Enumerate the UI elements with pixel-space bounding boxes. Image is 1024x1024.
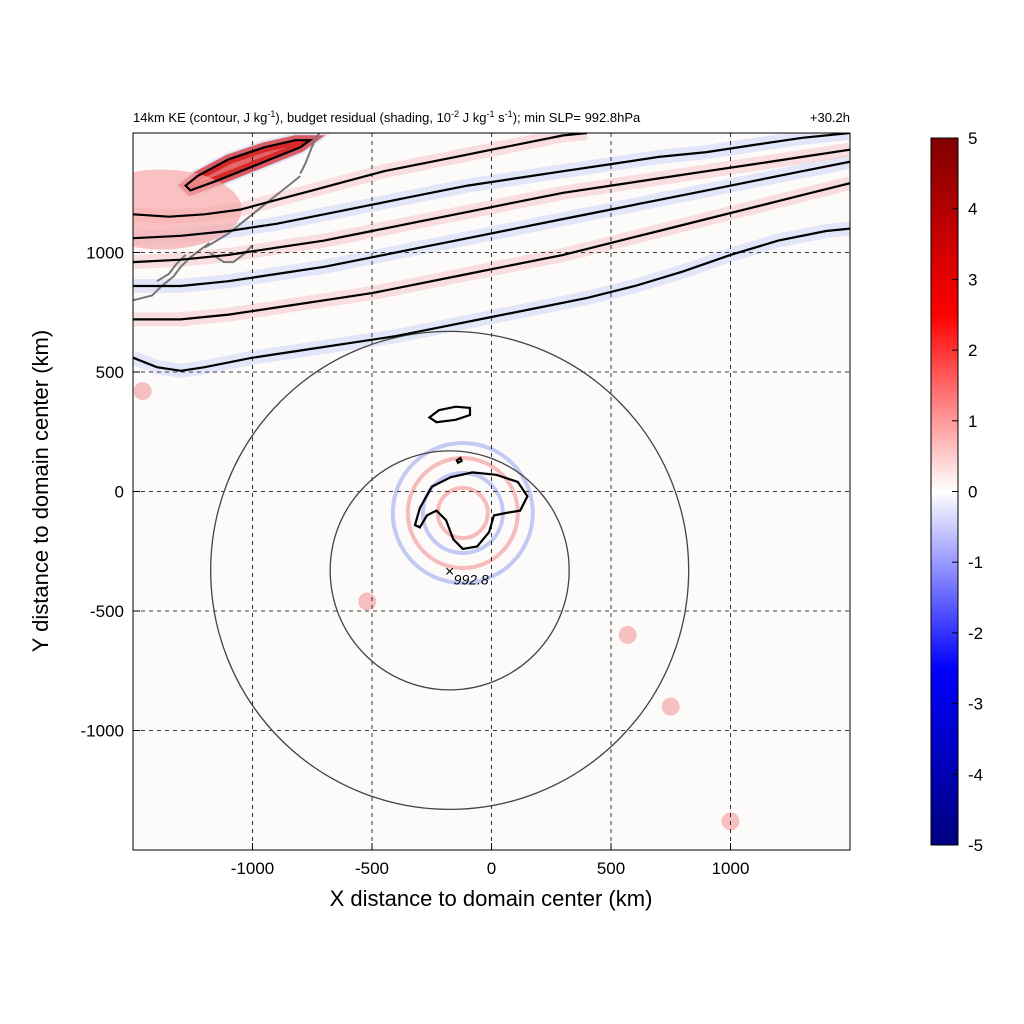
ke-contour bbox=[133, 227, 850, 372]
ke-contour bbox=[133, 160, 850, 288]
shading-ring bbox=[405, 456, 520, 571]
range-circles bbox=[210, 330, 690, 811]
shading-spot bbox=[358, 592, 377, 611]
ke-contour bbox=[133, 133, 850, 240]
y-tick-label: 500 bbox=[96, 363, 124, 382]
colorbar-tick-label: -2 bbox=[968, 624, 983, 643]
ke-contour bbox=[455, 456, 463, 465]
ke-contour bbox=[133, 148, 850, 264]
colorbar-tick-label: 5 bbox=[968, 129, 977, 148]
plot-area bbox=[133, 133, 850, 850]
colorbar-ticks: 5 4 3 2 1 0 -1 -2 -3 -4 -5 bbox=[952, 129, 983, 855]
ke-contour bbox=[133, 133, 588, 218]
colorbar-tick-label: -1 bbox=[968, 553, 983, 572]
y-tick-label: 1000 bbox=[86, 244, 124, 263]
colorbar-tick-label: 0 bbox=[968, 483, 977, 502]
x-tick-label: 1000 bbox=[712, 859, 750, 878]
shading-spot bbox=[618, 625, 637, 644]
y-axis-ticks: 1000 500 0 -500 -1000 bbox=[81, 244, 140, 741]
time-label: +30.2h bbox=[810, 110, 850, 125]
coastline-segment bbox=[299, 133, 321, 175]
colorbar-tick-label: 4 bbox=[968, 200, 977, 219]
colorbar-tick-label: 2 bbox=[968, 341, 977, 360]
min-slp-label: 992.8 bbox=[454, 571, 489, 587]
ke-contour bbox=[427, 405, 472, 424]
y-axis-label: Y distance to domain center (km) bbox=[28, 330, 53, 652]
y-tick-label: 0 bbox=[115, 483, 124, 502]
y-tick-label: -500 bbox=[90, 602, 124, 621]
x-tick-label: -500 bbox=[355, 859, 389, 878]
x-axis-ticks: -1000 -500 0 500 1000 bbox=[231, 843, 750, 878]
colorbar-tick-label: 3 bbox=[968, 270, 977, 289]
x-tick-label: 500 bbox=[597, 859, 625, 878]
shading-spot bbox=[133, 382, 152, 401]
colorbar-tick-label: -5 bbox=[968, 836, 983, 855]
colorbar-tick-label: -3 bbox=[968, 695, 983, 714]
coastline-segment bbox=[133, 242, 211, 302]
ke-contour bbox=[413, 471, 529, 551]
range-circle bbox=[329, 450, 570, 691]
x-axis-label: X distance to domain center (km) bbox=[330, 886, 653, 911]
range-circle bbox=[210, 330, 690, 811]
storm-center-marker: × bbox=[445, 563, 454, 580]
storm-center: × 992.8 bbox=[445, 563, 489, 587]
x-tick-label: -1000 bbox=[231, 859, 274, 878]
shading-patch bbox=[133, 169, 242, 250]
y-tick-label: -1000 bbox=[81, 722, 124, 741]
ke-contours bbox=[133, 133, 850, 551]
colorbar-tick-label: 1 bbox=[968, 412, 977, 431]
colorbar-tick-label: -4 bbox=[968, 765, 983, 784]
shading-spot bbox=[661, 697, 680, 716]
ke-contour bbox=[133, 182, 850, 321]
shading-ring bbox=[390, 441, 535, 586]
x-tick-label: 0 bbox=[487, 859, 496, 878]
ke-contour bbox=[183, 139, 314, 192]
chart-title: 14km KE (contour, J kg-1), budget residu… bbox=[133, 109, 641, 125]
